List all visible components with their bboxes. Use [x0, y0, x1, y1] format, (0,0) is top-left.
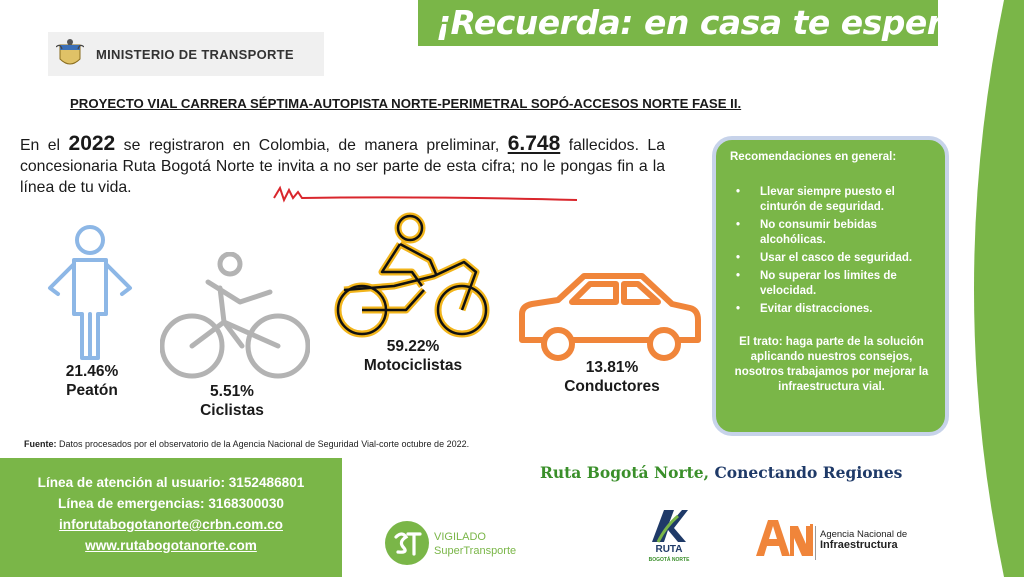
ani-line-1: Agencia Nacional de: [820, 529, 908, 540]
source-note: Fuente: Datos procesados por el observat…: [24, 439, 469, 449]
stat-cyclists-label: Ciclistas: [200, 402, 264, 419]
ruta-logo-name: RUTA: [655, 544, 683, 555]
stat-pedestrian: 21.46% Peatón: [50, 362, 134, 400]
ruta-bogota-norte-logo-icon: [652, 510, 688, 543]
stat-cyclists: 5.51% Ciclistas: [190, 382, 274, 420]
car-icon: [519, 273, 701, 361]
supertransporte-logo-text: VIGILADO SuperTransporte: [434, 530, 516, 558]
recommendation-item: Evitar distracciones.: [730, 302, 933, 317]
ani-divider: [815, 526, 816, 560]
intro-part-1: En el: [20, 137, 69, 154]
stat-pedestrian-percent: 21.46%: [65, 363, 119, 380]
contact-service-line: Línea de atención al usuario: 3152486801: [37, 475, 305, 490]
project-title: PROYECTO VIAL CARRERA SÉPTIMA-AUTOPISTA …: [70, 96, 742, 111]
coat-of-arms-icon: [56, 39, 84, 65]
contact-email-link[interactable]: inforutabogotanorte@crbn.com.co: [59, 517, 283, 532]
recommendation-item: Usar el casco de seguridad.: [730, 251, 933, 266]
ani-logo-text: Agencia Nacional de Infraestructura: [820, 529, 908, 551]
recommendation-item: No consumir bebidas alcohólicas.: [730, 218, 933, 248]
pedestrian-icon: [48, 225, 132, 360]
recommendations-footer: El trato: haga parte de la solución apli…: [734, 336, 929, 393]
motorcyclist-icon: [334, 212, 490, 338]
ministry-name: MINISTERIO DE TRANSPORTE: [96, 46, 294, 62]
heartbeat-line-icon: [273, 185, 578, 203]
ruta-logo-subtitle: BOGOTÁ NORTE: [648, 557, 690, 563]
ministry-header: MINISTERIO DE TRANSPORTE: [48, 32, 324, 76]
stat-drivers-label: Conductores: [564, 378, 660, 395]
intro-year: 2022: [68, 132, 116, 155]
intro-part-2: se registraron en Colombia, de manera pr…: [115, 137, 508, 154]
decorative-curve: [944, 0, 1024, 577]
stat-cyclists-percent: 5.51%: [210, 383, 254, 400]
recommendations-box: Recomendaciones en general: Llevar siemp…: [712, 136, 949, 436]
supertransporte-label: SuperTransporte: [434, 545, 517, 557]
stat-motorcyclists-percent: 59.22%: [386, 338, 440, 355]
contact-box: Línea de atención al usuario: 3152486801…: [0, 458, 342, 577]
recommendation-item: No superar los limites de velocidad.: [730, 269, 933, 299]
cyclist-icon: [160, 252, 310, 379]
contact-website-link[interactable]: www.rutabogotanorte.com: [85, 538, 257, 553]
ani-logo-icon: [756, 520, 813, 556]
ruta-bogota-norte-logo-text: RUTA BOGOTÁ NORTE: [641, 544, 697, 566]
ani-line-2: Infraestructura: [820, 539, 898, 551]
banner-title: ¡Recuerda: en casa te esperan!: [418, 0, 938, 46]
stat-motorcyclists: 59.22% Motociclistas: [350, 337, 476, 375]
source-label: Fuente:: [24, 439, 57, 449]
vigilado-label: VIGILADO: [434, 531, 486, 543]
supertransporte-logo-icon: [385, 521, 429, 565]
intro-deaths: 6.748: [507, 132, 561, 155]
source-text: Datos procesados por el observatorio de …: [56, 439, 470, 449]
stat-drivers: 13.81% Conductores: [550, 358, 674, 396]
contact-emergency-line: Línea de emergencias: 3168300030: [58, 496, 284, 511]
slogan: Ruta Bogotá Norte, Conectando Regiones: [540, 463, 902, 482]
intro-text: En el 2022 se registraron en Colombia, d…: [20, 133, 665, 198]
slogan-part-1: Ruta Bogotá Norte,: [540, 463, 710, 482]
stat-drivers-percent: 13.81%: [585, 359, 639, 376]
recommendation-item: Llevar siempre puesto el cinturón de seg…: [730, 185, 933, 215]
stat-motorcyclists-label: Motociclistas: [363, 357, 463, 374]
recommendations-title: Recomendaciones en general:: [730, 151, 897, 163]
recommendations-list: Llevar siempre puesto el cinturón de seg…: [730, 185, 933, 317]
intro-part-3: fallecidos. La concesionaria Ruta Bogotá…: [20, 137, 665, 196]
slogan-part-2: Conectando Regiones: [709, 463, 903, 482]
stat-pedestrian-label: Peatón: [66, 382, 118, 399]
